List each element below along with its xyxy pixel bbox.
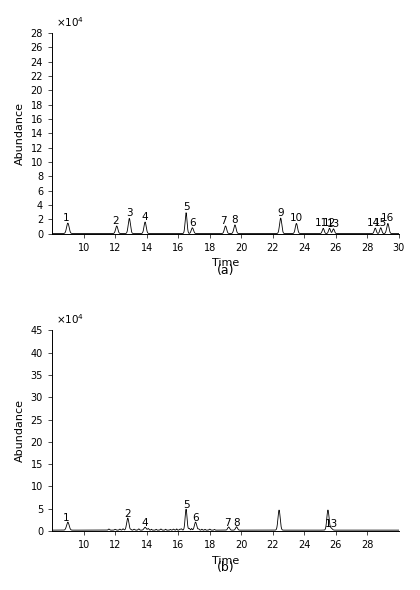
Text: 6: 6: [189, 218, 196, 228]
Text: 7: 7: [220, 216, 227, 226]
Text: 5: 5: [183, 500, 189, 510]
Text: 1: 1: [63, 213, 70, 223]
Text: 10: 10: [290, 213, 303, 223]
Text: 6: 6: [192, 513, 199, 523]
X-axis label: Time: Time: [212, 258, 239, 268]
X-axis label: Time: Time: [212, 556, 239, 566]
Text: $\times10^{4}$: $\times10^{4}$: [55, 313, 84, 326]
Text: 5: 5: [183, 202, 189, 212]
Text: 12: 12: [323, 218, 336, 228]
Text: 9: 9: [277, 208, 284, 218]
Text: (a): (a): [217, 264, 234, 277]
Text: 2: 2: [124, 509, 131, 519]
Text: 4: 4: [142, 212, 148, 222]
Text: 14: 14: [367, 218, 380, 228]
Text: 4: 4: [142, 518, 148, 528]
Text: 2: 2: [112, 216, 118, 226]
Text: 1: 1: [63, 513, 70, 523]
Text: 13: 13: [325, 519, 338, 529]
Text: 15: 15: [374, 218, 387, 228]
Text: (b): (b): [217, 561, 234, 574]
Text: 7: 7: [224, 517, 230, 527]
Text: $\times10^{4}$: $\times10^{4}$: [55, 15, 84, 29]
Text: 11: 11: [315, 218, 328, 228]
Text: 16: 16: [381, 213, 394, 223]
Y-axis label: Abundance: Abundance: [15, 399, 25, 462]
Text: 8: 8: [233, 517, 240, 527]
Text: 13: 13: [327, 219, 340, 229]
Text: 3: 3: [126, 208, 133, 218]
Text: 8: 8: [231, 215, 238, 225]
Y-axis label: Abundance: Abundance: [15, 102, 25, 165]
